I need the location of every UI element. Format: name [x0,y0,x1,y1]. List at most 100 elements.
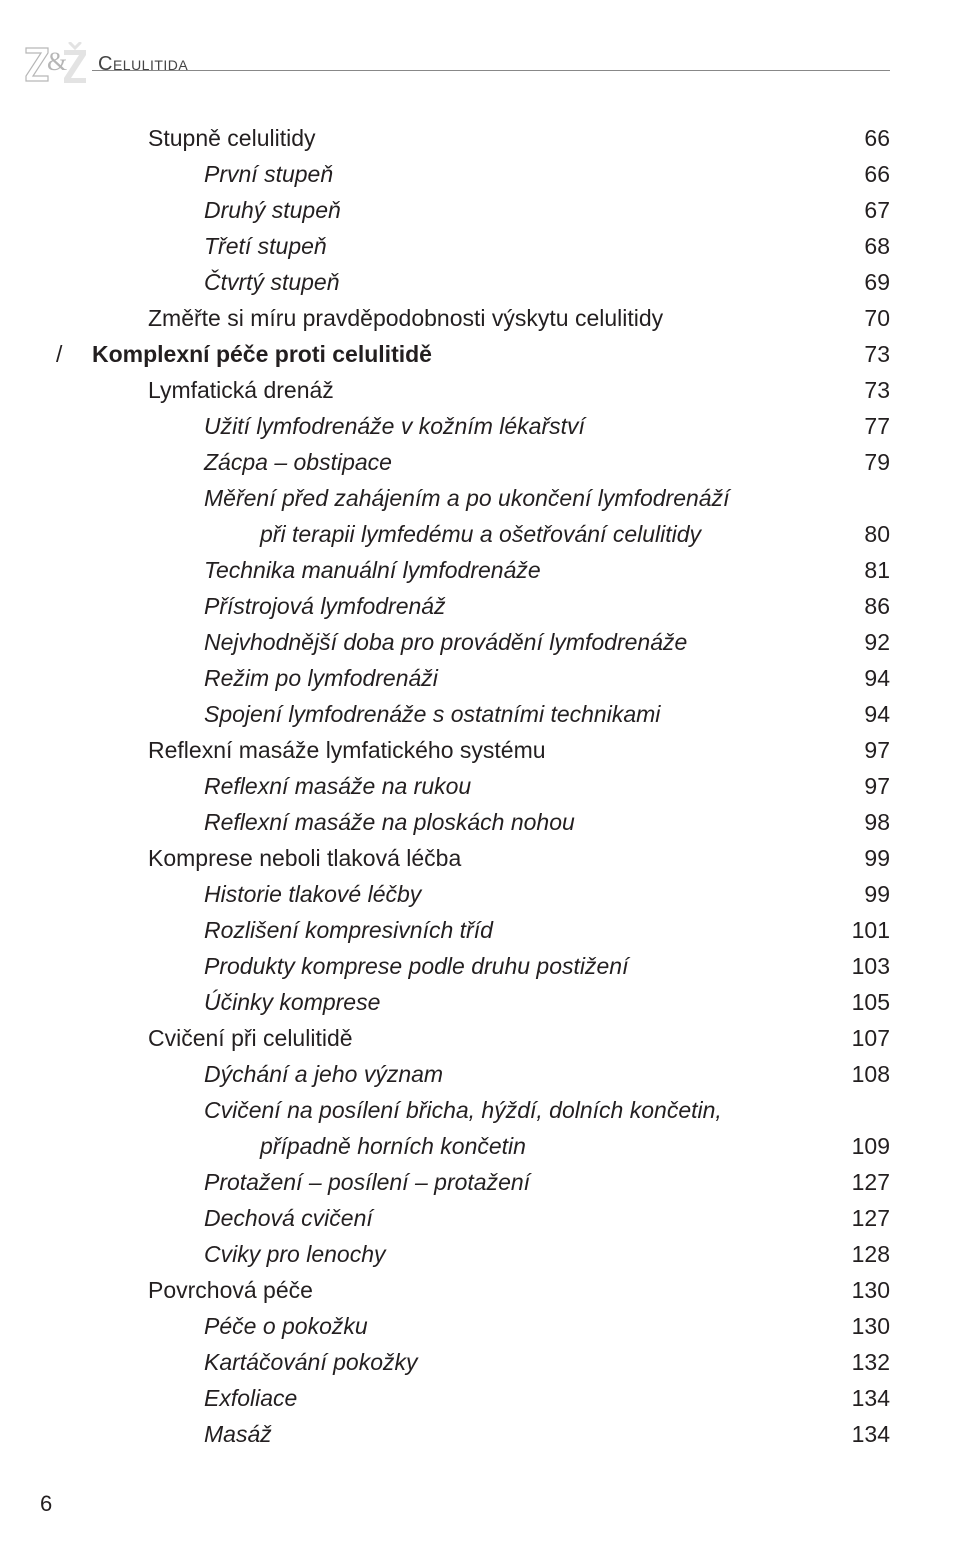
toc-page: 105 [836,984,890,1020]
toc-leader [357,1023,836,1046]
toc-label: Reflexní masáže na rukou [204,768,475,804]
toc-entry: Masáž134 [92,1416,890,1452]
toc-entry: Dýchání a jeho význam108 [92,1056,890,1092]
toc-entry: Užití lymfodrenáže v kožním lékařství 77 [92,408,890,444]
toc-entry: Třetí stupeň68 [92,228,890,264]
toc-page: 66 [836,156,890,192]
toc-entry: Reflexní masáže na rukou 97 [92,768,890,804]
toc-label: Cvičení při celulitidě [148,1020,357,1056]
toc-page: 69 [836,264,890,300]
toc-page: 97 [836,732,890,768]
toc-label: Péče o pokožku [204,1308,372,1344]
toc-label: Technika manuální lymfodrenáže [204,552,545,588]
toc-entry: Přístrojová lymfodrenáž 86 [92,588,890,624]
toc-page: 70 [836,300,890,336]
toc-label: Užití lymfodrenáže v kožním lékařství [204,408,589,444]
toc-entry-continuation: případně horních končetin109 [92,1128,890,1164]
toc-entry: Péče o pokožku 130 [92,1308,890,1344]
toc-leader [550,735,836,758]
toc-page: 107 [836,1020,890,1056]
toc-entry: Nejvhodnější doba pro provádění lymfodre… [92,624,890,660]
toc-entry: Změřte si míru pravděpodobnosti výskytu … [92,300,890,336]
toc-page: 86 [836,588,890,624]
toc-leader [530,1131,836,1154]
table-of-contents: Stupně celulitidy 66První stupeň 66Druhý s… [92,120,890,1452]
toc-page: 103 [836,948,890,984]
toc-leader [475,771,836,794]
toc-entry: Cvičení při celulitidě 107 [92,1020,890,1056]
running-head: & Celulitida [24,42,188,86]
toc-entry: Dechová cvičení 127 [92,1200,890,1236]
toc-label: Reflexní masáže na ploskách nohou [204,804,579,840]
toc-leader [534,1167,836,1190]
toc-entry: Rozlišení kompresivních tříd101 [92,912,890,948]
toc-page: 79 [836,444,890,480]
toc-entry: Reflexní masáže lymfatického systému97 [92,732,890,768]
toc-label: Cviky pro lenochy [204,1236,390,1272]
toc-entry: Protažení – posílení – protažení 127 [92,1164,890,1200]
toc-label: První stupeň [204,156,337,192]
toc-page: 130 [836,1272,890,1308]
toc-entry: Režim po lymfodrenáži94 [92,660,890,696]
toc-entry: Reflexní masáže na ploskách nohou 98 [92,804,890,840]
toc-leader [344,267,837,290]
toc-leader [664,699,836,722]
page-number: 6 [40,1491,52,1517]
toc-page: 127 [836,1164,890,1200]
toc-label: Přístrojová lymfodrenáž [204,588,450,624]
toc-label: Spojení lymfodrenáže s ostatními technik… [204,696,664,732]
toc-entry: První stupeň 66 [92,156,890,192]
toc-label: Protažení – posílení – protažení [204,1164,534,1200]
toc-page: 130 [836,1308,890,1344]
toc-label: Historie tlakové léčby [204,876,425,912]
toc-leader [436,339,836,362]
running-title: Celulitida [98,53,188,76]
toc-entry: Produkty komprese podle druhu postižení1… [92,948,890,984]
toc-label: Kartáčování pokožky [204,1344,422,1380]
toc-sub-label: při terapii lymfedému a ošetřování celul… [260,516,705,552]
toc-label: Stupně celulitidy [148,120,320,156]
toc-leader [425,879,836,902]
toc-label: Komplexní péče proti celulitidě [92,336,436,372]
toc-leader [442,663,836,686]
toc-page: 67 [836,192,890,228]
toc-label: Změřte si míru pravděpodobnosti výskytu … [148,300,667,336]
toc-page: 98 [836,804,890,840]
toc-leader [396,447,836,470]
toc-leader [589,411,836,434]
toc-leader [331,231,836,254]
toc-label: Měření před zahájením a po ukončení lymf… [204,480,733,516]
toc-label: Rozlišení kompresivních tříd [204,912,497,948]
toc-entry: Zácpa – obstipace79 [92,444,890,480]
toc-page: 97 [836,768,890,804]
chapter-slash: / [56,336,62,372]
toc-page: 77 [836,408,890,444]
toc-label: Komprese neboli tlaková léčba [148,840,465,876]
toc-label: Účinky komprese [204,984,384,1020]
toc-entry: Povrchová péče130 [92,1272,890,1308]
toc-label: Čtvrtý stupeň [204,264,344,300]
toc-entry-continuation: při terapii lymfedému a ošetřování celul… [92,516,890,552]
toc-page: 80 [836,516,890,552]
toc-leader [301,1383,836,1406]
toc-leader [345,195,836,218]
toc-leader [465,843,836,866]
toc-leader [337,159,836,182]
toc-label: Druhý stupeň [204,192,345,228]
toc-page: 127 [836,1200,890,1236]
toc-leader [447,1059,836,1082]
toc-entry: Účinky komprese 105 [92,984,890,1020]
toc-page: 109 [836,1128,890,1164]
toc-page: 128 [836,1236,890,1272]
toc-leader [422,1347,836,1370]
toc-leader [450,591,836,614]
toc-entry: Komprese neboli tlaková léčba99 [92,840,890,876]
toc-label: Režim po lymfodrenáži [204,660,442,696]
toc-label: Cvičení na posílení břicha, hýždí, dolní… [204,1092,726,1128]
toc-page: 92 [836,624,890,660]
toc-entry: Cviky pro lenochy 128 [92,1236,890,1272]
toc-label: Nejvhodnější doba pro provádění lymfodre… [204,624,691,660]
toc-label: Dechová cvičení [204,1200,377,1236]
toc-entry: Spojení lymfodrenáže s ostatními technik… [92,696,890,732]
toc-leader [497,915,836,938]
